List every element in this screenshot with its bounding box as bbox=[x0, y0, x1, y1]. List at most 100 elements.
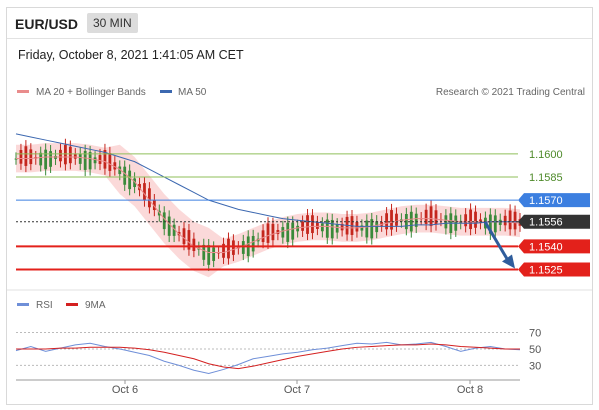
candle-body bbox=[68, 146, 72, 164]
x-tick-label: Oct 7 bbox=[284, 384, 310, 396]
rsi-legend-label: RSI bbox=[36, 300, 53, 311]
candle-body bbox=[409, 211, 413, 232]
candle-body bbox=[93, 157, 97, 164]
candle-body bbox=[49, 151, 52, 167]
x-tick-label: Oct 6 bbox=[112, 384, 138, 396]
candle-body bbox=[429, 206, 433, 227]
candle-body bbox=[128, 170, 132, 190]
chart-header: EUR/USD 30 MIN bbox=[7, 8, 592, 39]
candle-body bbox=[330, 219, 334, 239]
currency-pair-title: EUR/USD bbox=[15, 16, 79, 32]
x-axis: Oct 6 Oct 7 Oct 8 bbox=[16, 379, 520, 396]
candle-body bbox=[424, 209, 428, 224]
forecast-arrow bbox=[483, 220, 510, 262]
level-label: 1.1540 bbox=[529, 241, 563, 253]
candle-body bbox=[291, 222, 295, 240]
level-label-box bbox=[518, 262, 590, 277]
candle-body bbox=[360, 225, 364, 231]
candle-body bbox=[108, 152, 112, 171]
candle-body bbox=[286, 222, 290, 242]
candle-body bbox=[469, 209, 472, 230]
rsi-tick-label: 30 bbox=[529, 360, 541, 372]
level-label: 1.1600 bbox=[529, 149, 563, 161]
candle-body bbox=[404, 213, 408, 230]
candle-body bbox=[503, 215, 507, 226]
candle-body bbox=[390, 210, 393, 230]
candle-body bbox=[508, 210, 512, 230]
candle-body bbox=[464, 214, 468, 227]
candle-body bbox=[162, 212, 166, 230]
candle-body bbox=[123, 166, 127, 185]
rsi-ma-legend-label: 9MA bbox=[85, 300, 106, 311]
candle-body bbox=[182, 228, 186, 245]
candle-body bbox=[251, 235, 255, 252]
candle-body bbox=[320, 223, 324, 232]
x-tick-label: Oct 8 bbox=[457, 384, 483, 396]
candle-body bbox=[271, 223, 275, 241]
rsi-ma-legend-swatch bbox=[66, 303, 78, 306]
candle-body bbox=[232, 240, 235, 255]
ma20-line bbox=[16, 156, 521, 254]
level-label: 1.1585 bbox=[529, 172, 563, 184]
candle-body bbox=[64, 144, 67, 165]
candle-body bbox=[365, 220, 369, 238]
candle-body bbox=[187, 230, 191, 250]
candle-body bbox=[192, 238, 196, 252]
candle-body bbox=[301, 221, 304, 231]
ma50-line bbox=[15, 133, 520, 227]
candle-body bbox=[83, 150, 87, 170]
timestamp-label: Friday, October 8, 2021 1:41:05 AM CET bbox=[18, 48, 244, 62]
rsi-ma-line bbox=[16, 343, 520, 370]
ma50-legend-label: MA 50 bbox=[178, 87, 207, 98]
candle-body bbox=[39, 152, 43, 166]
candle-body bbox=[306, 215, 309, 234]
candle-body bbox=[152, 200, 156, 211]
candle-body bbox=[395, 213, 398, 226]
candle-body bbox=[24, 146, 28, 166]
level-label: 1.1556 bbox=[529, 217, 563, 229]
rsi-line bbox=[15, 341, 521, 375]
candle-body bbox=[103, 150, 107, 169]
level-label: 1.1570 bbox=[529, 195, 563, 207]
candle-body bbox=[133, 178, 136, 188]
candle-body bbox=[44, 149, 48, 170]
price-plot-area bbox=[14, 133, 522, 278]
candle-body bbox=[118, 166, 122, 175]
rsi-tick-label: 50 bbox=[529, 344, 541, 356]
level-label-box bbox=[518, 193, 590, 208]
credit-label: Research © 2021 Trading Central bbox=[436, 87, 585, 98]
candle-body bbox=[29, 149, 33, 165]
level-label-box bbox=[518, 214, 590, 229]
candle-body bbox=[261, 230, 265, 243]
candle-body bbox=[385, 213, 388, 230]
ma20-legend-swatch bbox=[17, 90, 29, 93]
interval-badge[interactable]: 30 MIN bbox=[87, 13, 138, 33]
level-label: 1.1525 bbox=[529, 265, 563, 277]
candle-body bbox=[98, 155, 102, 164]
candle-body bbox=[335, 224, 339, 233]
candle-body bbox=[78, 153, 82, 164]
candle-body bbox=[19, 150, 23, 164]
candle-body bbox=[296, 225, 300, 232]
rsi-plot-area: 70 50 30 bbox=[15, 328, 541, 375]
candle-body bbox=[498, 219, 502, 225]
candle-body bbox=[202, 244, 206, 260]
candle-body bbox=[281, 227, 285, 238]
candle-body bbox=[143, 183, 146, 201]
candle-body bbox=[212, 247, 216, 261]
rsi-legend-swatch bbox=[17, 303, 29, 306]
level-labels: 1.1600 1.1585 1.1570 1.1556 1.1540 1.1525 bbox=[518, 149, 590, 277]
candle-body bbox=[513, 211, 517, 230]
rsi-tick-label: 70 bbox=[529, 328, 541, 340]
candle-body bbox=[172, 224, 176, 236]
level-label-box bbox=[518, 239, 590, 254]
ma50-legend-swatch bbox=[160, 90, 172, 93]
candle-body bbox=[148, 188, 151, 208]
candle-body bbox=[370, 219, 374, 239]
candle-body bbox=[488, 214, 492, 234]
candle-body bbox=[59, 149, 62, 162]
candle-body bbox=[113, 162, 117, 170]
candle-body bbox=[73, 154, 77, 159]
candle-body bbox=[493, 215, 497, 233]
